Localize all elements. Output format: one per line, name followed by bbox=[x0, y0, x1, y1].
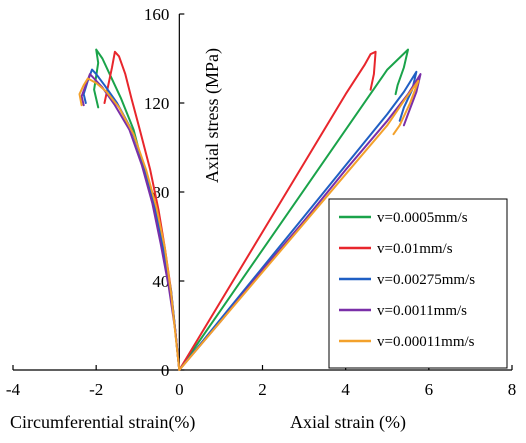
x-tick-label: 8 bbox=[508, 380, 517, 399]
series-line-axial bbox=[178, 48, 409, 371]
x-tick-label: -2 bbox=[89, 380, 103, 399]
legend-label: v=0.01mm/s bbox=[377, 241, 453, 257]
legend-label: v=0.00011mm/s bbox=[377, 334, 475, 350]
y-tick-label: 120 bbox=[144, 94, 170, 113]
x-tick-label: 4 bbox=[341, 380, 350, 399]
series-line-circumferential bbox=[78, 77, 181, 371]
y-tick-label: 0 bbox=[161, 361, 170, 380]
x-tick-label: 2 bbox=[258, 380, 267, 399]
x-tick-label: 6 bbox=[425, 380, 434, 399]
legend: v=0.0005mm/s v=0.01mm/s v=0.00275mm/s v=0.0… bbox=[328, 198, 508, 369]
series-layer bbox=[78, 48, 422, 371]
legend-label: v=0.00275mm/s bbox=[377, 272, 475, 288]
series-line-axial bbox=[178, 50, 377, 371]
series-line-circumferential bbox=[80, 73, 181, 371]
x-axis-title-axial: Axial strain (%) bbox=[290, 412, 406, 433]
series-line-circumferential bbox=[82, 68, 181, 371]
series-line-axial bbox=[178, 70, 418, 371]
y-tick-label: 160 bbox=[144, 5, 170, 24]
x-axis-title-circumferential: Circumferential strain(%) bbox=[10, 412, 195, 433]
x-tick-label: 0 bbox=[175, 380, 184, 399]
series-line-axial bbox=[178, 79, 420, 371]
legend-label: v=0.0005mm/s bbox=[377, 210, 468, 226]
x-tick-label: -4 bbox=[6, 380, 21, 399]
legend-label: v=0.0011mm/s bbox=[377, 303, 467, 319]
y-axis-title: Axial stress (MPa) bbox=[202, 48, 223, 183]
y-tick-label: 40 bbox=[152, 272, 169, 291]
